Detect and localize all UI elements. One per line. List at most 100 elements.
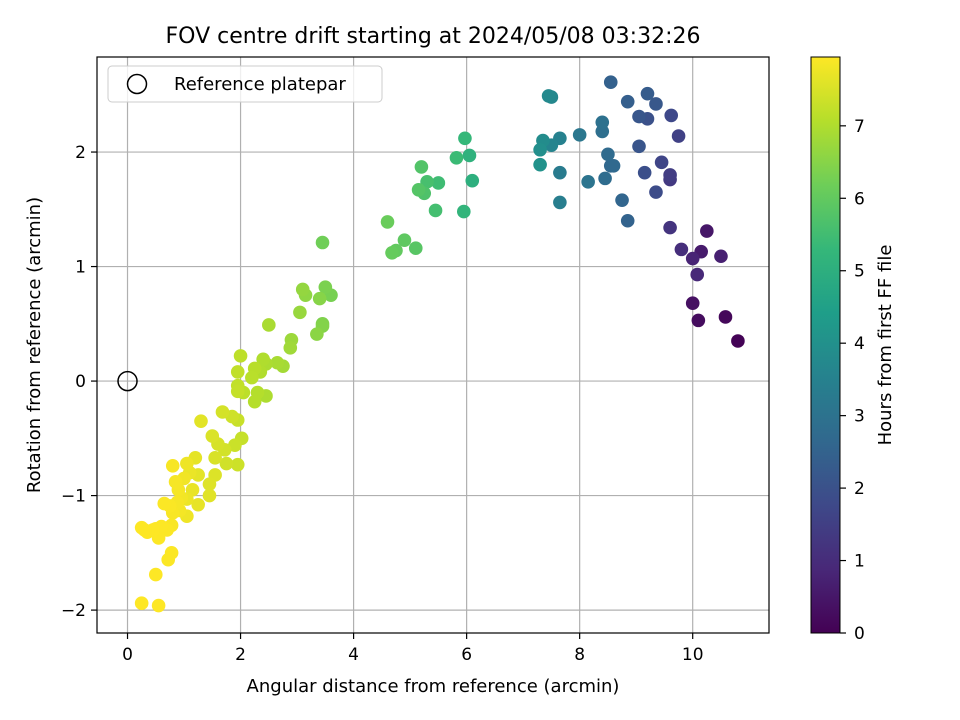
data-point: [595, 115, 610, 130]
y-axis-label: Rotation from reference (arcmin): [24, 197, 45, 493]
data-point: [465, 173, 480, 188]
data-point: [168, 475, 183, 489]
data-point: [632, 109, 646, 124]
data-point: [380, 215, 395, 229]
scatter-points: [134, 75, 745, 613]
data-point: [157, 496, 172, 511]
legend-entry-label: Reference platepar: [174, 74, 346, 95]
y-tick-label: −2: [61, 601, 86, 621]
x-tick-label: 0: [122, 645, 133, 665]
data-point: [245, 370, 259, 385]
data-point: [449, 150, 464, 165]
data-point: [205, 429, 220, 443]
y-tick-label: 2: [75, 143, 86, 163]
data-point: [208, 450, 222, 465]
data-point: [295, 282, 310, 297]
colorbar-tick-label: 6: [854, 189, 865, 209]
data-point: [541, 89, 556, 103]
colorbar-tick-label: 4: [854, 334, 865, 354]
data-point: [202, 477, 217, 491]
data-point: [572, 128, 587, 142]
data-point: [649, 185, 663, 199]
grid: [97, 57, 769, 633]
legend-marker-icon: [126, 73, 148, 95]
colorbar-tick-label: 1: [854, 552, 865, 572]
colorbar: 0 1 2 3 4 5 6 7 Hours from first FF file: [810, 56, 896, 644]
colorbar-ticks: 0 1 2 3 4 5 6 7: [840, 117, 865, 644]
data-point: [230, 365, 245, 379]
x-tick-label: 6: [461, 645, 472, 665]
data-point: [674, 242, 689, 257]
data-point: [685, 296, 700, 311]
data-point: [606, 158, 621, 173]
data-point: [180, 456, 194, 471]
data-point: [598, 171, 612, 186]
data-point: [228, 438, 242, 452]
y-axis-ticks: −2 −1 0 1 2: [61, 143, 97, 621]
y-tick-label: −1: [61, 487, 86, 507]
data-point: [601, 147, 615, 162]
colorbar-label: Hours from first FF file: [875, 245, 896, 446]
data-point: [690, 267, 705, 282]
colorbar-bar: [810, 56, 841, 634]
data-point: [134, 596, 149, 611]
data-point: [230, 384, 245, 399]
data-point: [533, 157, 547, 172]
x-tick-label: 10: [682, 645, 704, 665]
x-tick-label: 4: [348, 645, 359, 665]
data-point: [603, 75, 618, 89]
data-point: [194, 414, 208, 428]
data-point: [428, 203, 443, 218]
data-point: [533, 142, 547, 157]
y-tick-label: 1: [75, 258, 86, 278]
data-point: [215, 405, 230, 419]
data-point: [462, 148, 477, 163]
data-point: [420, 175, 434, 189]
y-tick-label: 0: [75, 372, 86, 392]
data-point: [247, 394, 262, 409]
data-point: [233, 349, 248, 363]
data-point: [219, 456, 234, 471]
data-point: [663, 220, 677, 235]
data-point: [581, 175, 595, 189]
data-point: [293, 305, 307, 320]
data-point: [714, 249, 728, 264]
data-point: [262, 318, 276, 332]
data-point: [691, 313, 706, 328]
data-point: [685, 251, 700, 266]
data-point: [202, 488, 217, 503]
x-axis-label: Angular distance from reference (arcmin): [247, 676, 620, 697]
data-point: [411, 183, 426, 197]
data-point: [270, 355, 285, 370]
data-point: [318, 280, 333, 294]
data-point: [385, 246, 399, 260]
data-point: [664, 108, 679, 123]
data-point: [134, 520, 149, 535]
data-point: [654, 155, 669, 170]
data-point: [458, 131, 472, 146]
data-point: [408, 241, 423, 256]
data-point: [615, 193, 629, 207]
data-point: [230, 457, 245, 472]
data-point: [553, 195, 567, 210]
data-point: [151, 598, 166, 613]
x-tick-label: 2: [235, 645, 246, 665]
colorbar-tick-label: 3: [854, 407, 865, 427]
data-point: [718, 310, 733, 324]
data-point: [310, 327, 324, 341]
data-point: [165, 459, 180, 473]
data-point: [414, 160, 429, 174]
data-point: [620, 213, 635, 228]
colorbar-tick-label: 0: [854, 624, 865, 644]
data-point: [312, 291, 327, 306]
reference-platepar-marker: [117, 370, 138, 392]
data-point: [731, 334, 745, 348]
data-point: [663, 168, 677, 182]
data-point: [553, 165, 567, 180]
colorbar-tick-label: 5: [854, 262, 865, 282]
colorbar-tick-label: 7: [854, 117, 865, 137]
chart-title: FOV centre drift starting at 2024/05/08 …: [166, 24, 701, 49]
data-point: [700, 224, 714, 238]
plot-frame: [96, 56, 770, 634]
x-tick-label: 8: [574, 645, 585, 665]
